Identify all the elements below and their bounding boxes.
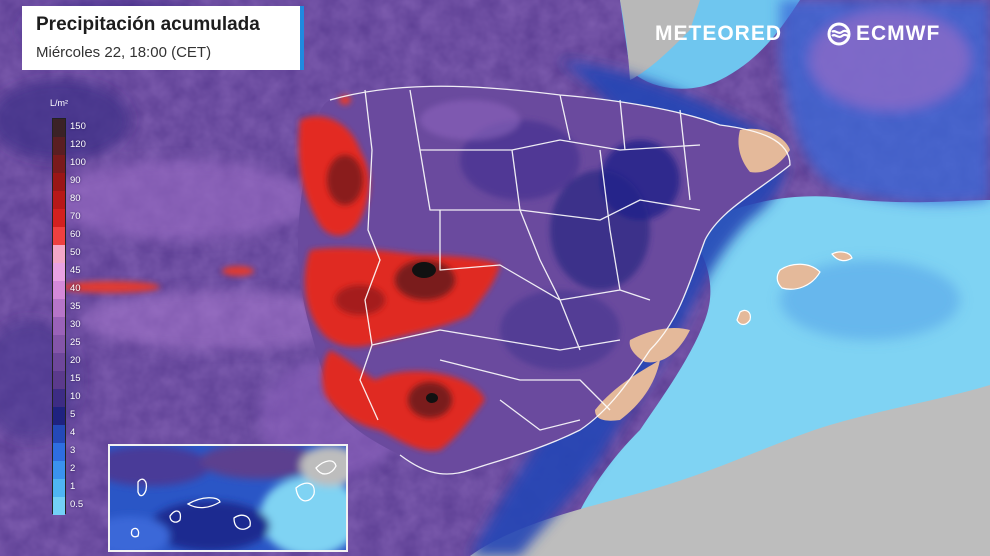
canary-islands-inset <box>108 444 348 552</box>
legend-label: 3 <box>70 445 76 456</box>
legend-swatch <box>53 155 65 173</box>
extreme-precip-south <box>426 393 438 403</box>
legend-swatch <box>53 335 65 353</box>
legend-label: 2 <box>70 463 76 474</box>
ecmwf-logo: ECMWF <box>826 22 940 46</box>
legend-swatch <box>53 479 65 497</box>
mallorca-island <box>776 263 821 290</box>
legend-swatch <box>53 263 65 281</box>
legend-swatch <box>53 245 65 263</box>
precip-legend: L/m² 150 120 100 90 80 70 60 50 45 40 35 30 25 20 15 10… <box>48 98 96 520</box>
legend-label: 1 <box>70 481 76 492</box>
title-panel: Precipitación acumulada Miércoles 22, 18… <box>22 6 304 70</box>
france-land <box>620 0 700 80</box>
legend-label: 45 <box>70 265 81 276</box>
legend-swatch <box>53 425 65 443</box>
legend-swatch <box>53 227 65 245</box>
legend-label: 0.5 <box>70 499 84 510</box>
legend-swatch <box>53 353 65 371</box>
legend-colorbar <box>52 118 66 515</box>
menorca-island <box>831 251 853 262</box>
legend-swatch <box>53 407 65 425</box>
legend-swatch <box>53 281 65 299</box>
legend-unit: L/m² <box>50 98 68 108</box>
legend-swatch <box>53 389 65 407</box>
legend-swatch <box>53 137 65 155</box>
legend-label: 150 <box>70 121 86 132</box>
dry-area-catalonia <box>738 128 790 173</box>
legend-label: 35 <box>70 301 81 312</box>
legend-label: 70 <box>70 211 81 222</box>
dry-area-valencia <box>629 328 690 363</box>
ibiza-island <box>736 309 751 326</box>
canary-islands-outlines <box>130 460 337 538</box>
legend-label: 80 <box>70 193 81 204</box>
legend-labels: 150 120 100 90 80 70 60 50 45 40 35 30 25 20 15 10 5 4 3 2 1… <box>70 118 100 514</box>
legend-label: 100 <box>70 157 86 168</box>
legend-swatch <box>53 191 65 209</box>
legend-swatch <box>53 317 65 335</box>
legend-swatch <box>53 173 65 191</box>
legend-label: 120 <box>70 139 86 150</box>
legend-label: 5 <box>70 409 76 420</box>
legend-label: 10 <box>70 391 81 402</box>
legend-label: 50 <box>70 247 81 258</box>
legend-swatch <box>53 497 65 515</box>
canary-inset-canvas <box>110 446 346 550</box>
north-africa-land <box>470 385 990 556</box>
legend-label: 90 <box>70 175 81 186</box>
meteored-logo: METEORED <box>655 22 783 45</box>
legend-label: 25 <box>70 337 81 348</box>
legend-label: 40 <box>70 283 81 294</box>
ecmwf-mark-icon <box>827 22 851 46</box>
ecmwf-text: ECMWF <box>856 22 941 45</box>
map-subtitle: Miércoles 22, 18:00 (CET) <box>36 44 212 61</box>
legend-swatch <box>53 119 65 137</box>
extreme-precip-center <box>412 262 436 278</box>
map-title: Precipitación acumulada <box>36 14 260 35</box>
legend-swatch <box>53 209 65 227</box>
legend-label: 30 <box>70 319 81 330</box>
legend-swatch <box>53 443 65 461</box>
legend-label: 20 <box>70 355 81 366</box>
legend-label: 60 <box>70 229 81 240</box>
legend-label: 4 <box>70 427 76 438</box>
legend-swatch <box>53 299 65 317</box>
legend-swatch <box>53 371 65 389</box>
region-borders <box>329 85 791 475</box>
legend-label: 15 <box>70 373 81 384</box>
dry-area-murcia <box>595 360 660 421</box>
iberia-texture <box>420 100 680 370</box>
legend-swatch <box>53 461 65 479</box>
